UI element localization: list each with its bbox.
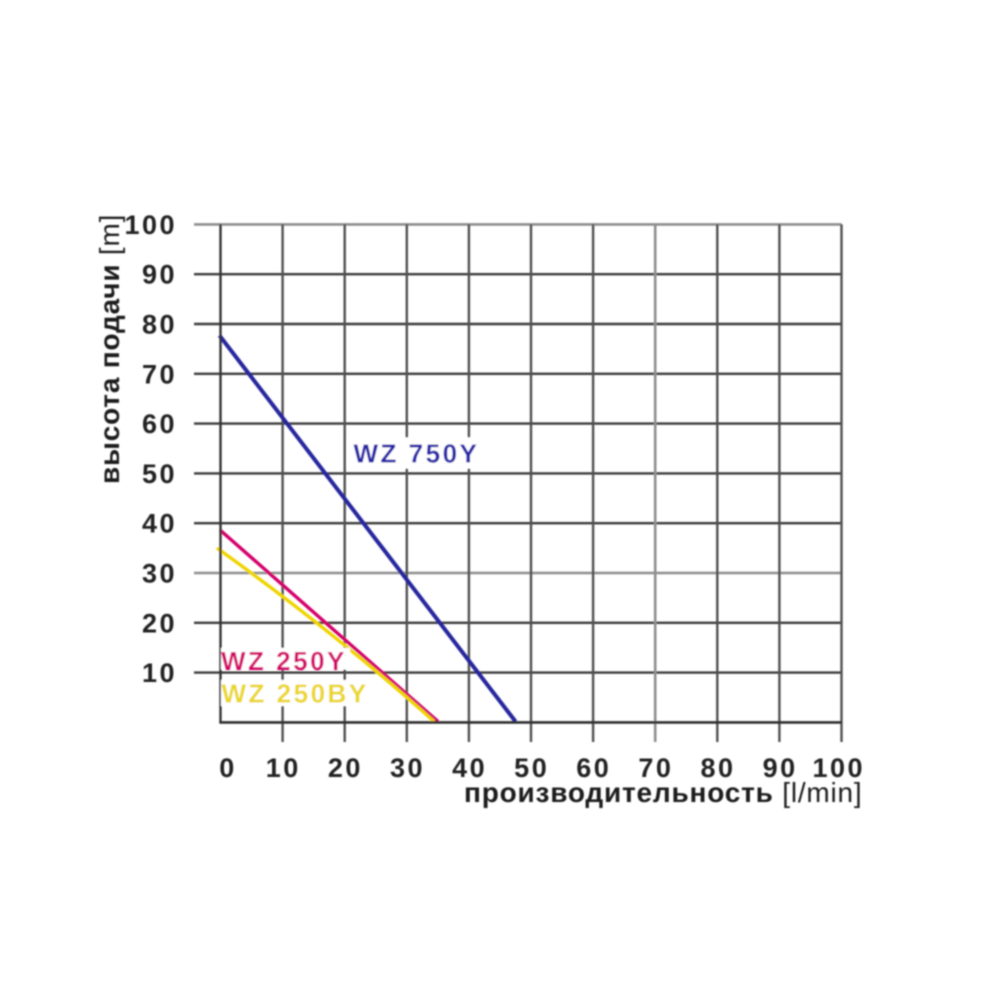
svg-text:10: 10 [142, 658, 177, 688]
svg-text:80: 80 [142, 310, 177, 340]
svg-text:0: 0 [219, 753, 237, 783]
svg-text:40: 40 [142, 509, 177, 539]
svg-text:высота подачи [m]: высота подачи [m] [94, 214, 125, 484]
svg-text:70: 70 [638, 753, 673, 783]
svg-text:60: 60 [142, 409, 177, 439]
svg-text:10: 10 [266, 753, 301, 783]
svg-text:производительность [l/min]: производительность [l/min] [464, 777, 863, 808]
svg-text:30: 30 [390, 753, 425, 783]
svg-text:100: 100 [124, 210, 177, 240]
svg-text:40: 40 [452, 753, 487, 783]
svg-text:WZ 250Y: WZ 250Y [221, 646, 347, 676]
svg-text:60: 60 [576, 753, 611, 783]
svg-text:50: 50 [142, 459, 177, 489]
svg-text:WZ 250BY: WZ 250BY [222, 679, 369, 709]
svg-text:80: 80 [700, 753, 735, 783]
svg-text:70: 70 [142, 359, 177, 389]
svg-text:50: 50 [514, 753, 549, 783]
svg-text:100: 100 [813, 753, 866, 783]
svg-text:30: 30 [142, 559, 177, 589]
svg-text:90: 90 [142, 260, 177, 290]
svg-text:90: 90 [763, 753, 798, 783]
svg-text:20: 20 [142, 608, 177, 638]
svg-text:WZ 750Y: WZ 750Y [354, 439, 480, 469]
svg-text:20: 20 [328, 753, 363, 783]
